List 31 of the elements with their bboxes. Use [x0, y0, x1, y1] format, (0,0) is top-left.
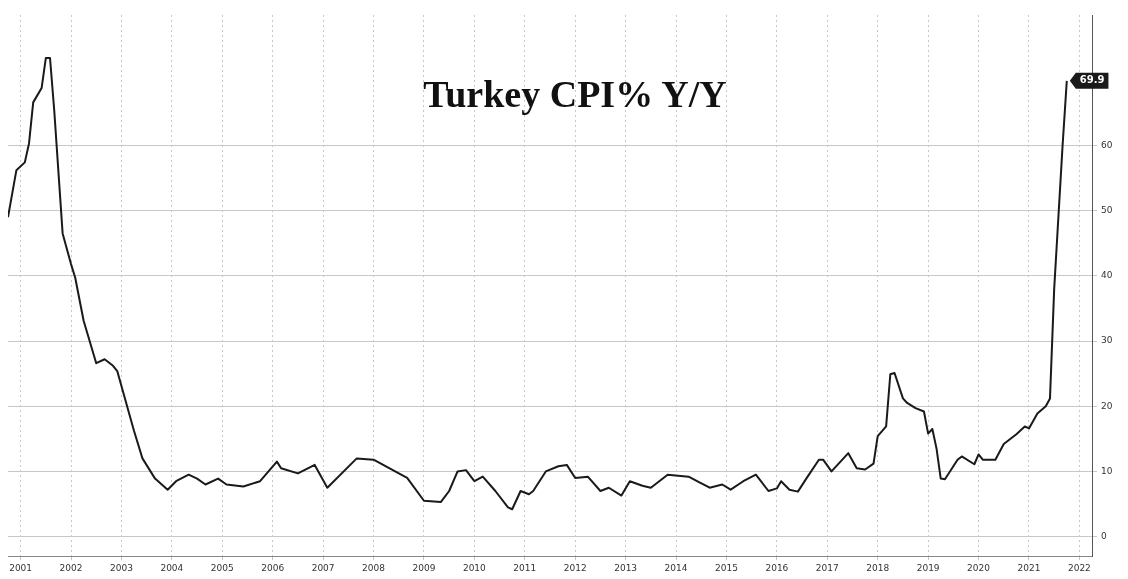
- y-tick-label: 30: [1101, 335, 1113, 346]
- y-tick-label: 40: [1101, 270, 1113, 281]
- x-tick-label: 2018: [866, 562, 890, 573]
- x-tick-label: 2010: [462, 562, 487, 573]
- x-tick-label: 2022: [1067, 562, 1091, 573]
- x-tick-label: 2002: [59, 562, 83, 573]
- y-tick-label: 0: [1101, 530, 1107, 541]
- x-tick-label: 2009: [412, 562, 436, 573]
- x-tick-label: 2019: [916, 562, 940, 573]
- x-tick-label: 2016: [765, 562, 789, 573]
- y-tick-label: 60: [1101, 139, 1113, 150]
- x-tick-label: 2017: [815, 562, 839, 573]
- y-tick-label: 10: [1101, 465, 1113, 476]
- x-tick-label: 2020: [967, 562, 991, 573]
- x-tick-label: 2006: [261, 562, 285, 573]
- x-tick-label: 2021: [1017, 562, 1041, 573]
- x-tick-label: 2008: [362, 562, 386, 573]
- x-tick-label: 2011: [513, 562, 537, 573]
- x-tick-label: 2007: [311, 562, 335, 573]
- x-tick-label: 2012: [563, 562, 587, 573]
- y-tick-label: 50: [1101, 204, 1113, 215]
- x-tick-label: 2001: [9, 562, 33, 573]
- x-tick-label: 2005: [210, 562, 234, 573]
- text: Turkey CPI% Y/Y: [423, 73, 727, 115]
- x-tick-label: 2013: [614, 562, 638, 573]
- x-tick-label: 2004: [160, 562, 184, 573]
- y-tick-label: 20: [1101, 400, 1113, 411]
- x-tick-label: 2003: [109, 562, 133, 573]
- data-label: 69.9: [1079, 74, 1105, 86]
- x-tick-label: 2015: [715, 562, 738, 573]
- x-tick-label: 2014: [664, 562, 688, 573]
